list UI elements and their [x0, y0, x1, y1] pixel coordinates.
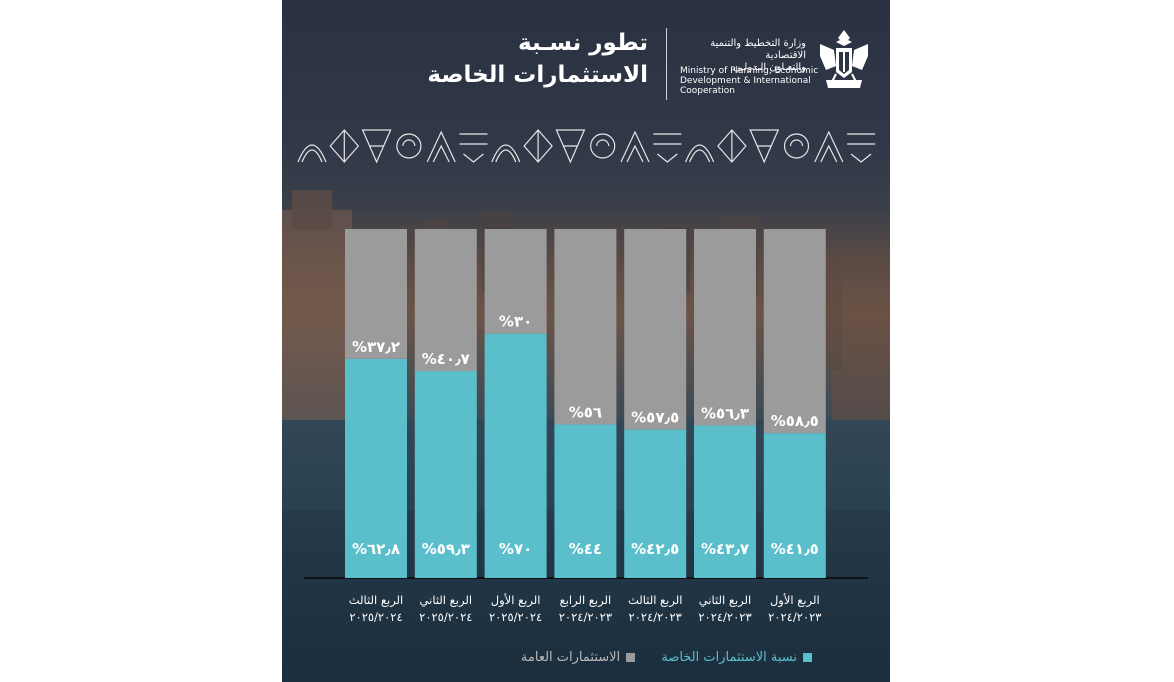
- x-tick-label-quarter: الربع الثالث: [628, 593, 683, 608]
- pattern-motif: [685, 144, 715, 163]
- pattern-motif: [814, 130, 844, 163]
- pattern-motif: [847, 133, 876, 163]
- data-label-private: %٧٠: [499, 540, 532, 558]
- pattern-motif: [590, 133, 616, 159]
- bar-private: [763, 433, 826, 578]
- bar-public: [484, 229, 547, 334]
- pattern-motif: [361, 129, 392, 164]
- x-tick-label-quarter: الربع الثاني: [699, 593, 751, 608]
- data-label-private: %٤٤: [569, 540, 602, 558]
- bar-private: [345, 358, 407, 578]
- ministry-name-english-line1: Ministry of Planning, Economic: [680, 66, 819, 76]
- pattern-motif: [459, 133, 488, 163]
- bar-public: [345, 229, 407, 359]
- egypt-eagle-emblem-icon: [820, 30, 868, 88]
- ministry-name-arabic: وزارة التخطيط والتنمية الاقتصادية والتعـ…: [676, 38, 806, 74]
- legend-label-private: نسبة الاستثمارات الخاصة: [661, 650, 797, 665]
- data-label-private: %٦٢٫٨: [352, 540, 400, 558]
- bar-public: [554, 229, 617, 425]
- legend-swatch-public: [626, 653, 636, 662]
- pattern-motif: [620, 130, 650, 163]
- x-tick-label-quarter: الربع الأول: [770, 593, 820, 608]
- ministry-name-arabic-line1: وزارة التخطيط والتنمية الاقتصادية: [710, 38, 806, 61]
- chart-legend: نسبة الاستثمارات الخاصة الاستثمارات العا…: [282, 650, 812, 665]
- x-tick-label-period: ٢٠٢٤/٢٠٢٣: [559, 610, 612, 624]
- ministry-name-english: Ministry of Planning, Economic Developme…: [680, 66, 820, 96]
- stacked-bar-chart: %٣٧٫٢ %٦٢٫٨ %٤٠٫٧ %٥٩٫٣ %٣٠ %٧٠ %٥٦ %٤٤ %٥٧٫٥ %٤٢…: [304, 229, 868, 624]
- pattern-motif: [491, 144, 521, 163]
- pattern-motif: [426, 130, 456, 163]
- data-label-private: %٤٢٫٥: [631, 540, 679, 558]
- legend-item-private: نسبة الاستثمارات الخاصة: [661, 650, 812, 665]
- x-tick-label-quarter: الربع الثاني: [420, 593, 472, 608]
- bar-private: [624, 429, 687, 578]
- data-label-public: %٥٦: [569, 403, 602, 421]
- x-tick-label-period: ٢٠٢٤/٢٠٢٣: [768, 610, 821, 624]
- pattern-motif: [396, 133, 422, 159]
- bar-public: [763, 229, 826, 434]
- infographic-poster: تطور نسـبة الاستثمارات الخاصة وزارة التخ…: [282, 0, 890, 682]
- header-divider: [666, 28, 667, 100]
- data-label-private: %٤١٫٥: [771, 540, 819, 558]
- pattern-motif: [653, 133, 682, 163]
- bar-public: [694, 229, 756, 426]
- chart-title-line1: تطور نسـبة: [518, 30, 648, 56]
- data-label-public: %٥٦٫٣: [701, 404, 749, 422]
- pattern-motif: [297, 144, 327, 163]
- pattern-motif: [523, 129, 553, 163]
- x-tick-label-quarter: الربع الثالث: [349, 593, 404, 608]
- bar-private: [414, 371, 477, 578]
- legend-swatch-private: [803, 653, 812, 662]
- pattern-motif: [717, 129, 747, 163]
- legend-item-public: الاستثمارات العامة: [520, 650, 636, 665]
- data-label-public: %٣٠: [499, 313, 532, 331]
- bar-private: [554, 424, 617, 578]
- x-tick-label-period: ٢٠٢٥/٢٠٢٤: [349, 610, 402, 624]
- geometric-pattern-icon: [297, 129, 876, 164]
- chart-title-line2: الاستثمارات الخاصة: [427, 62, 648, 88]
- bar-private: [694, 425, 756, 578]
- data-label-public: %٣٧٫٢: [352, 338, 400, 356]
- data-label-private: %٤٣٫٧: [701, 540, 749, 558]
- legend-label-public: الاستثمارات العامة: [520, 650, 621, 665]
- x-tick-label-period: ٢٠٢٤/٢٠٢٣: [698, 610, 751, 624]
- pattern-motif: [329, 129, 360, 163]
- data-label-public: %٥٨٫٥: [771, 412, 819, 430]
- data-label-private: %٥٩٫٣: [422, 540, 470, 558]
- x-tick-label-period: ٢٠٢٥/٢٠٢٤: [419, 610, 472, 624]
- pattern-motif: [749, 129, 780, 164]
- bar-public: [624, 229, 687, 430]
- x-tick-label-period: ٢٠٢٥/٢٠٢٤: [489, 610, 542, 624]
- x-tick-label-quarter: الربع الرابع: [560, 593, 612, 608]
- ministry-name-english-line3: Cooperation: [680, 86, 736, 96]
- ministry-name-arabic-line2: والتعـاون الـدولـي: [733, 62, 806, 73]
- ministry-name-english-line2: Development & International: [680, 76, 811, 86]
- bar-private: [484, 333, 547, 578]
- pattern-motif: [783, 133, 810, 159]
- data-label-public: %٤٠٫٧: [422, 350, 470, 368]
- data-label-public: %٥٧٫٥: [631, 409, 679, 427]
- x-tick-label-period: ٢٠٢٤/٢٠٢٣: [629, 610, 682, 624]
- bar-public: [414, 229, 477, 372]
- pattern-motif: [555, 129, 586, 164]
- x-tick-label-quarter: الربع الأول: [491, 593, 541, 608]
